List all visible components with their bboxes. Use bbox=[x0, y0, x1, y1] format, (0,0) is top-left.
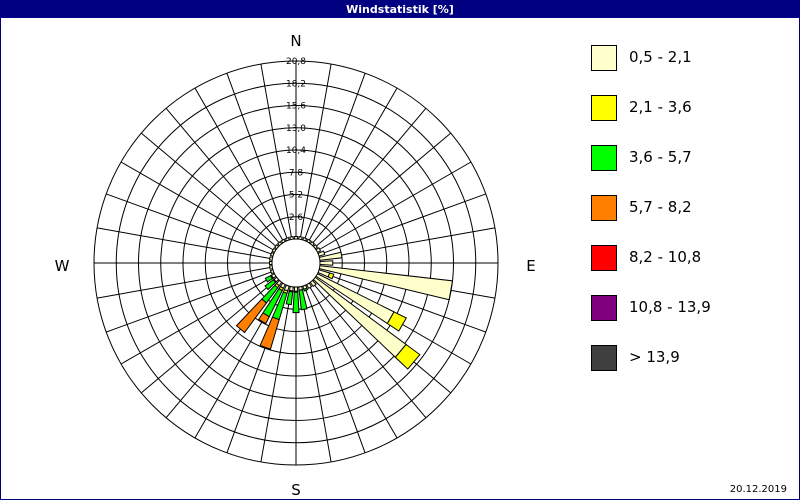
grid-spoke bbox=[120, 274, 276, 365]
grid-spoke bbox=[96, 227, 273, 260]
radial-tick-label: 15,6 bbox=[286, 102, 306, 112]
polar-grid bbox=[93, 60, 499, 466]
legend-swatch bbox=[591, 295, 617, 321]
wind-bar bbox=[264, 274, 274, 283]
grid-spoke bbox=[260, 286, 293, 463]
grid-spoke bbox=[314, 132, 452, 248]
wind-bar bbox=[327, 272, 335, 280]
grid-spoke bbox=[299, 286, 332, 463]
legend-label: 8,2 - 10,8 bbox=[629, 248, 702, 266]
radial-tick-label: 13,0 bbox=[286, 124, 306, 134]
legend-label: 0,5 - 2,1 bbox=[629, 48, 692, 66]
window-title: Windstatistik [%] bbox=[1, 1, 799, 18]
grid-spoke bbox=[318, 270, 486, 333]
wind-bar bbox=[235, 298, 268, 334]
wind-bar bbox=[298, 289, 308, 311]
grid-spoke bbox=[140, 132, 278, 248]
grid-spoke bbox=[303, 285, 366, 453]
grid-spoke bbox=[194, 87, 285, 243]
grid-spoke bbox=[299, 63, 332, 240]
grid-spoke bbox=[307, 87, 398, 243]
radial-tick-labels: 2,6 5,2 7,8 10,4 13,0 15,6 18,2 20,8 bbox=[286, 57, 306, 223]
radial-tick-label: 2,6 bbox=[289, 213, 304, 223]
compass-n: N bbox=[290, 32, 301, 50]
legend-label: 5,7 - 8,2 bbox=[629, 198, 692, 216]
calm-circle bbox=[271, 238, 321, 288]
wind-bar bbox=[285, 290, 294, 306]
legend-swatch bbox=[591, 345, 617, 371]
wind-bar bbox=[257, 312, 270, 325]
legend-label: 3,6 - 5,7 bbox=[629, 148, 692, 166]
radial-tick-label: 20,8 bbox=[286, 57, 306, 67]
compass-s: S bbox=[291, 481, 301, 499]
compass-e: E bbox=[526, 257, 535, 275]
grid-spoke bbox=[140, 278, 278, 394]
grid-spoke bbox=[226, 73, 289, 241]
wind-bar bbox=[394, 343, 421, 370]
grid-spoke bbox=[106, 270, 274, 333]
legend-label: 2,1 - 3,6 bbox=[629, 98, 692, 116]
legend-label: 10,8 - 13,9 bbox=[629, 298, 711, 316]
grid-spoke bbox=[316, 161, 472, 252]
wind-bar bbox=[264, 279, 277, 291]
wind-bar bbox=[259, 316, 280, 350]
radial-tick-label: 18,2 bbox=[286, 79, 306, 89]
wind-bar bbox=[295, 262, 454, 301]
grid-spoke bbox=[318, 193, 486, 256]
compass-w: W bbox=[55, 257, 70, 275]
legend-swatch bbox=[591, 195, 617, 221]
grid-spoke bbox=[303, 73, 366, 241]
grid-spoke bbox=[311, 107, 427, 245]
legend-swatch bbox=[591, 45, 617, 71]
wind-bar bbox=[303, 287, 309, 292]
radial-tick-label: 10,4 bbox=[286, 146, 306, 156]
radial-tick-label: 7,8 bbox=[289, 168, 304, 178]
date-stamp: 20.12.2019 bbox=[729, 484, 787, 495]
grid-spoke bbox=[96, 266, 273, 299]
wind-bar bbox=[292, 291, 300, 314]
legend-swatch bbox=[591, 95, 617, 121]
grid-spoke bbox=[165, 107, 281, 245]
legend-label: > 13,9 bbox=[629, 348, 680, 366]
radial-tick-label: 5,2 bbox=[289, 191, 303, 201]
wind-bar bbox=[386, 311, 408, 332]
grid-spoke bbox=[311, 281, 427, 419]
legend-swatch bbox=[591, 245, 617, 271]
grid-spoke bbox=[307, 283, 398, 439]
grid-spoke bbox=[120, 161, 276, 252]
grid-spoke bbox=[319, 227, 496, 260]
grid-spoke bbox=[260, 63, 293, 240]
grid-spoke bbox=[106, 193, 274, 256]
legend-swatch bbox=[591, 145, 617, 171]
